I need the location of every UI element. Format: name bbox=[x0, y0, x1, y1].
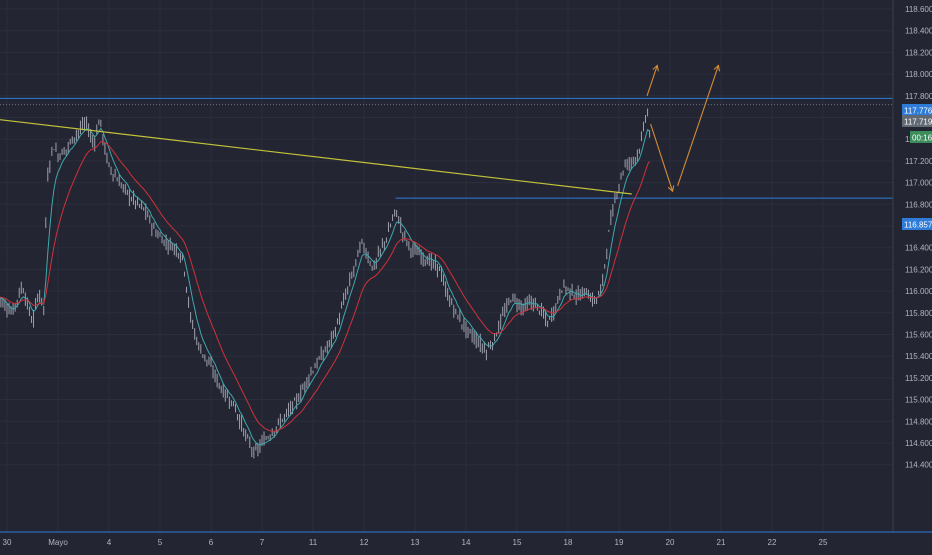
x-tick-label: 30 bbox=[3, 538, 12, 547]
resistance-price-label: 117.776 bbox=[904, 107, 932, 116]
y-tick-label: 118.000 bbox=[905, 70, 932, 79]
x-tick-label: 13 bbox=[411, 538, 420, 547]
x-tick-label: 14 bbox=[462, 538, 471, 547]
y-tick-label: 114.400 bbox=[905, 461, 932, 470]
drawings[interactable] bbox=[0, 64, 721, 195]
y-tick-label: 116.000 bbox=[905, 287, 932, 296]
x-tick-label: 11 bbox=[309, 538, 318, 547]
x-tick-label: 7 bbox=[260, 538, 265, 547]
x-tick-label: 25 bbox=[819, 538, 828, 547]
countdown-label: 00:16 bbox=[912, 134, 932, 143]
y-tick-label: 115.800 bbox=[905, 309, 932, 318]
horizontal-levels[interactable] bbox=[0, 97, 893, 199]
y-tick-label: 116.800 bbox=[905, 200, 932, 209]
projection-arrow-head bbox=[713, 64, 721, 72]
x-tick-label: 22 bbox=[768, 538, 777, 547]
x-tick-label: 5 bbox=[158, 538, 163, 547]
x-tick-label: Mayo bbox=[48, 538, 68, 547]
y-tick-label: 117.800 bbox=[905, 92, 932, 101]
moving-averages bbox=[0, 127, 651, 446]
price-labels: 117.776 117.719 00:16 116.857 bbox=[902, 104, 932, 230]
x-tick-label: 15 bbox=[513, 538, 522, 547]
countdown-label-bg bbox=[910, 131, 932, 143]
projection-arrow-line[interactable] bbox=[650, 123, 674, 192]
y-tick-label: 115.200 bbox=[905, 374, 932, 383]
y-tick-label: 116.200 bbox=[905, 265, 932, 274]
y-tick-label: 117.000 bbox=[905, 179, 932, 188]
y-tick-label: 118.200 bbox=[905, 48, 932, 57]
support-price-label: 116.857 bbox=[904, 221, 932, 230]
trendline[interactable] bbox=[0, 118, 632, 195]
grid-lines bbox=[0, 0, 893, 532]
x-axis-ticks: 30 Mayo 4 5 6 7 11 12 13 14 15 18 19 20 21 22 25 bbox=[3, 538, 828, 547]
x-tick-label: 19 bbox=[615, 538, 624, 547]
support-price-label-bg bbox=[902, 218, 932, 230]
y-tick-label: 115.400 bbox=[905, 352, 932, 361]
x-tick-label: 21 bbox=[717, 538, 726, 547]
resistance-price-label-bg bbox=[902, 104, 932, 116]
x-tick-label: 20 bbox=[666, 538, 675, 547]
projection-arrow-line[interactable] bbox=[677, 65, 719, 187]
y-tick-label: 114.800 bbox=[905, 417, 932, 426]
projection-arrow-head bbox=[667, 185, 675, 193]
y-tick-label: 118.600 bbox=[905, 5, 932, 14]
y-tick-label: 118.400 bbox=[905, 27, 932, 36]
ema-fast-line bbox=[0, 127, 650, 446]
x-tick-label: 4 bbox=[107, 538, 112, 547]
x-tick-label: 18 bbox=[564, 538, 573, 547]
ema-slow-line bbox=[0, 140, 651, 432]
projection-arrow-head bbox=[652, 64, 659, 72]
y-tick-label: 116.400 bbox=[905, 244, 932, 253]
current-price-label-bg bbox=[902, 115, 932, 127]
projection-arrow-line[interactable] bbox=[646, 65, 658, 96]
current-price-label: 117.719 bbox=[904, 118, 932, 127]
y-tick-label: 115.000 bbox=[905, 396, 932, 405]
y-tick-label: 115.600 bbox=[905, 331, 932, 340]
y-tick-label: 114.600 bbox=[905, 439, 932, 448]
x-tick-label: 12 bbox=[360, 538, 369, 547]
x-tick-label: 6 bbox=[209, 538, 214, 547]
y-tick-label: 117.200 bbox=[905, 157, 932, 166]
